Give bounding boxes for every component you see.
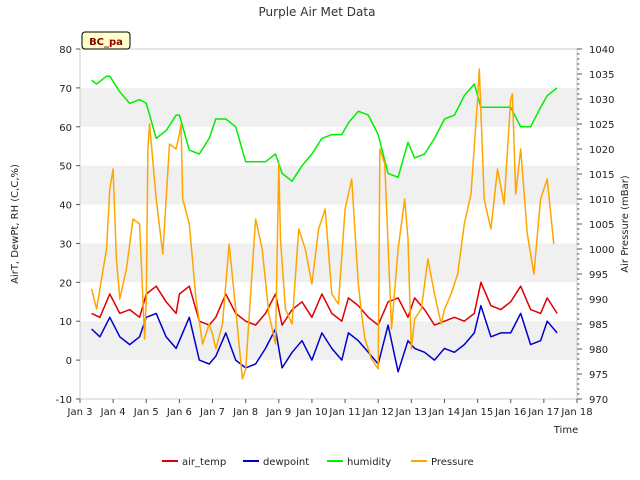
x-tick-label: Jan 9 bbox=[265, 407, 291, 418]
y-tick-label: 70 bbox=[59, 84, 72, 95]
y-tick-label: -10 bbox=[56, 395, 72, 406]
y-axis-label: AirT, DewPt, RH (C,C,%) bbox=[10, 164, 21, 284]
series-line-air-temp bbox=[91, 281, 558, 326]
x-tick-label: Jan 7 bbox=[199, 407, 225, 418]
legend-label-pressure: Pressure bbox=[431, 457, 474, 468]
y-tick-label: 80 bbox=[59, 45, 72, 56]
x-tick-label: Jan 13 bbox=[395, 407, 427, 418]
x-tick-label: Jan 15 bbox=[461, 407, 493, 418]
series-line-dewpoint bbox=[91, 304, 558, 373]
y2-tick-label: 1020 bbox=[589, 145, 614, 156]
y2-tick-label: 990 bbox=[589, 295, 608, 306]
y2-tick-label: 1040 bbox=[589, 45, 614, 56]
y2-tick-label: 980 bbox=[589, 345, 608, 356]
x-tick-label: Jan 14 bbox=[428, 407, 460, 418]
x-tick-label: Jan 12 bbox=[362, 407, 394, 418]
y2-tick-label: 995 bbox=[589, 270, 608, 281]
y2-axis-label: Air Pressure (mBar) bbox=[620, 175, 631, 273]
series-layer bbox=[90, 68, 558, 380]
x-axis-ticks: Jan 3 Jan 4 Jan 5 Jan 6 Jan 7 Jan 8 Jan 9 Jan 1… bbox=[67, 399, 593, 418]
y2-tick-label: 970 bbox=[589, 395, 608, 406]
grid-band bbox=[80, 321, 577, 361]
y2-tick-label: 1015 bbox=[589, 170, 614, 181]
legend-label-humidity: humidity bbox=[347, 457, 391, 468]
x-tick-label: Jan 16 bbox=[494, 407, 526, 418]
y-tick-label: 0 bbox=[66, 356, 72, 367]
x-tick-label: Jan 17 bbox=[527, 407, 559, 418]
y-tick-label: 60 bbox=[59, 123, 72, 134]
x-tick-label: Jan 18 bbox=[560, 407, 592, 418]
y-tick-label: 50 bbox=[59, 162, 72, 173]
y2-tick-label: 1005 bbox=[589, 220, 614, 231]
y-axis-ticks: -10 0 10 20 30 40 50 60 70 80 bbox=[56, 45, 80, 406]
x-axis-label: Time bbox=[553, 425, 578, 436]
station-badge-text: BC_pa bbox=[89, 37, 123, 48]
legend-label-air-temp: air_temp bbox=[182, 457, 226, 468]
y-tick-label: 10 bbox=[59, 317, 72, 328]
y2-tick-label: 1030 bbox=[589, 95, 614, 106]
y2-tick-label: 985 bbox=[589, 320, 608, 331]
y2-tick-label: 975 bbox=[589, 370, 608, 381]
y-tick-label: 30 bbox=[59, 239, 72, 250]
x-tick-label: Jan 3 bbox=[67, 407, 93, 418]
x-tick-label: Jan 6 bbox=[166, 407, 192, 418]
series-line-pressure bbox=[90, 68, 555, 380]
y2-tick-label: 1000 bbox=[589, 245, 614, 256]
y2-tick-label: 1025 bbox=[589, 120, 614, 131]
legend: air_temp dewpoint humidity Pressure bbox=[162, 457, 474, 468]
y2-axis-ticks: 970 975 980 985 990 995 1000 1005 1010 1015 1020 10… bbox=[577, 45, 614, 406]
x-tick-label: Jan 5 bbox=[133, 407, 159, 418]
legend-label-dewpoint: dewpoint bbox=[263, 457, 309, 468]
x-tick-label: Jan 4 bbox=[100, 407, 126, 418]
y2-tick-label: 1035 bbox=[589, 70, 614, 81]
y-tick-label: 20 bbox=[59, 278, 72, 289]
chart-title: Purple Air Met Data bbox=[259, 5, 376, 19]
y-tick-label: 40 bbox=[59, 201, 72, 212]
x-tick-label: Jan 11 bbox=[328, 407, 360, 418]
station-badge: BC_pa bbox=[81, 31, 131, 50]
x-tick-label: Jan 8 bbox=[232, 407, 258, 418]
y2-tick-label: 1010 bbox=[589, 195, 614, 206]
x-tick-label: Jan 10 bbox=[295, 407, 327, 418]
grid-bands bbox=[80, 87, 577, 361]
